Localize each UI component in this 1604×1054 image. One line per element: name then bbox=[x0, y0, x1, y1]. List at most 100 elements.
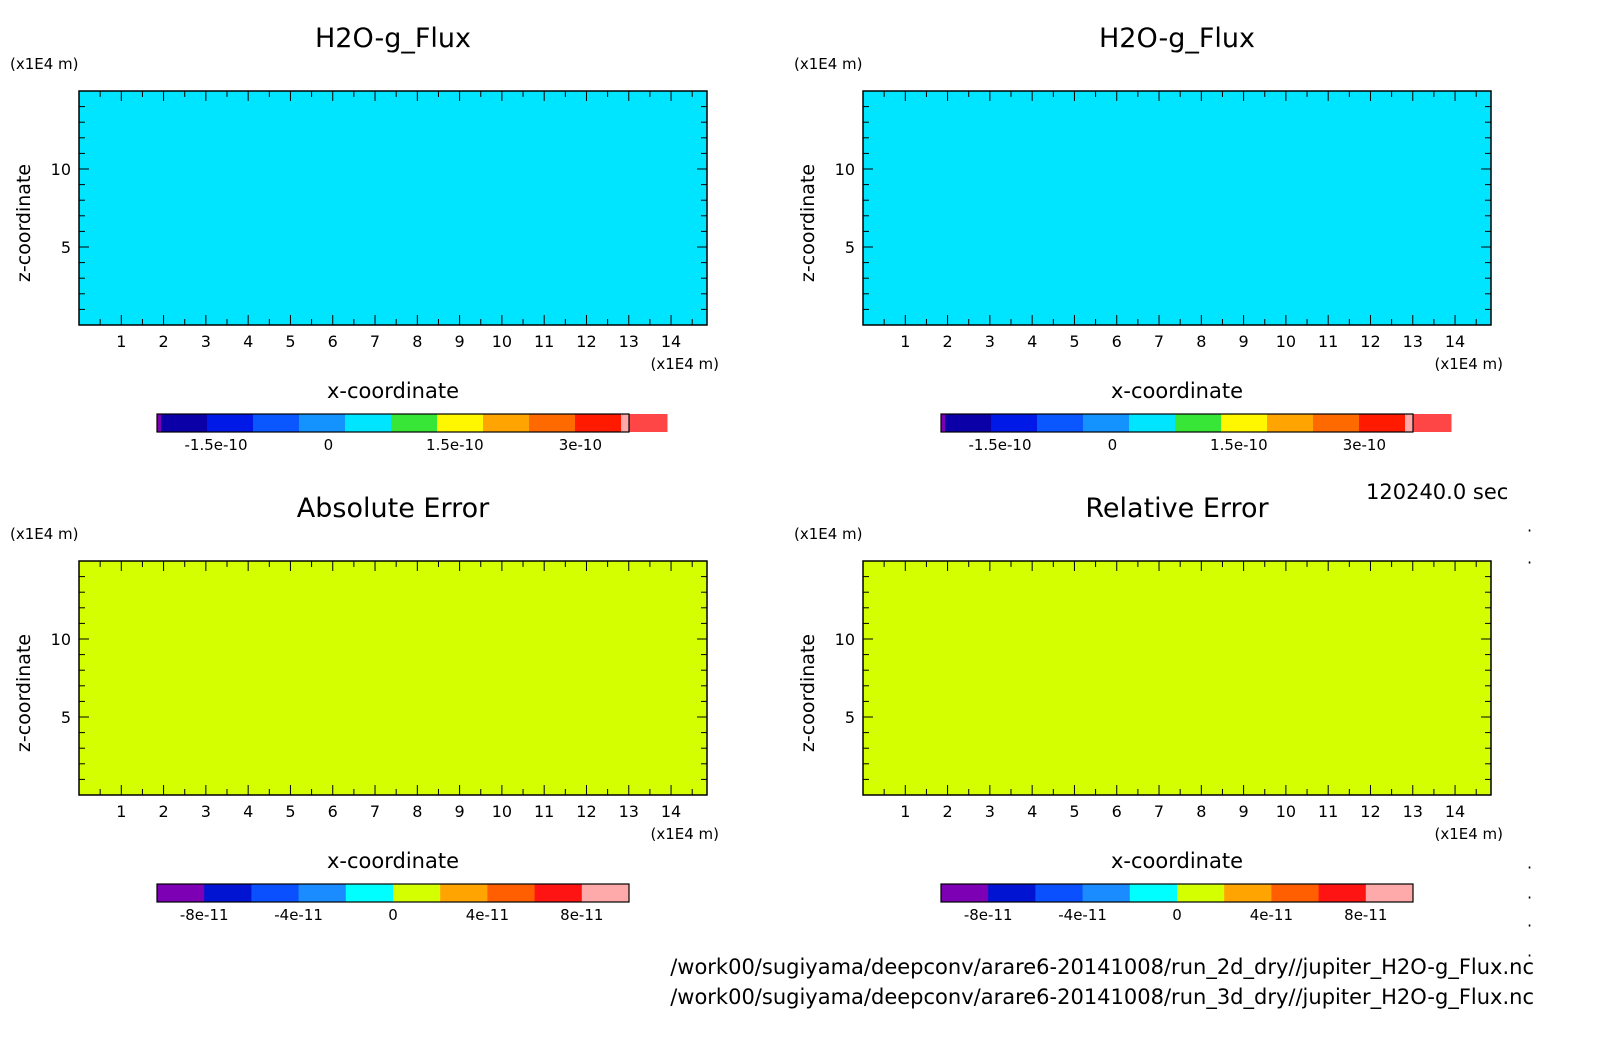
x-unit-label: (x1E4 m) bbox=[1434, 355, 1503, 373]
plot-frame bbox=[78, 90, 708, 326]
colorbar-segment bbox=[157, 884, 205, 902]
colorbar-segment bbox=[1224, 884, 1272, 902]
colorbar-tick-label: 1.5e-10 bbox=[426, 436, 484, 454]
colorbar-segment bbox=[1129, 884, 1178, 902]
x-tick-label: 10 bbox=[492, 332, 512, 351]
x-tick-label: 14 bbox=[661, 332, 681, 351]
heatmap-field bbox=[79, 561, 707, 795]
colorbar-tick-label: -1.5e-10 bbox=[969, 436, 1032, 454]
x-tick-label: 13 bbox=[1403, 802, 1423, 821]
colorbar-segment bbox=[1405, 414, 1452, 432]
colorbar-segment bbox=[391, 414, 438, 432]
x-tick-label: 6 bbox=[328, 802, 338, 821]
chart-title: H2O-g_Flux bbox=[1099, 23, 1255, 54]
chart-title: Absolute Error bbox=[297, 493, 490, 524]
colorbar-segment bbox=[621, 414, 629, 432]
colorbar-segment bbox=[945, 414, 992, 432]
y-axis-label: z-coordinate bbox=[13, 634, 35, 752]
x-tick-label: 11 bbox=[1318, 332, 1338, 351]
colorbar-segment bbox=[1271, 884, 1320, 902]
y-tick-label: 5 bbox=[845, 708, 855, 727]
x-tick-label: 10 bbox=[1276, 332, 1296, 351]
colorbar-segment bbox=[1405, 414, 1413, 432]
x-tick-label: 12 bbox=[1360, 802, 1380, 821]
chart-title: H2O-g_Flux bbox=[315, 23, 471, 54]
x-tick-label: 8 bbox=[412, 802, 422, 821]
x-tick-label: 7 bbox=[370, 802, 380, 821]
x-tick-label: 2 bbox=[942, 332, 952, 351]
colorbar-segment bbox=[298, 884, 347, 902]
colorbar-tick-label: 0 bbox=[1108, 436, 1118, 454]
y-axis-label: z-coordinate bbox=[13, 164, 35, 282]
colorbar-frame bbox=[156, 883, 630, 903]
y-tick-label: 5 bbox=[61, 238, 71, 257]
colorbar-segment bbox=[204, 884, 252, 902]
x-tick-label: 1 bbox=[900, 332, 910, 351]
colorbar-tick-label: 4e-11 bbox=[466, 906, 509, 924]
x-tick-label: 8 bbox=[1196, 332, 1206, 351]
decorative-dots: · bbox=[1527, 916, 1533, 935]
x-unit-label: (x1E4 m) bbox=[650, 355, 719, 373]
colorbar-segment bbox=[1083, 414, 1130, 432]
x-tick-label: 3 bbox=[201, 802, 211, 821]
colorbar-segment bbox=[529, 414, 576, 432]
colorbar-segment bbox=[1082, 884, 1131, 902]
x-tick-label: 1 bbox=[116, 332, 126, 351]
y-tick-label: 5 bbox=[845, 238, 855, 257]
heatmap-field bbox=[863, 91, 1491, 325]
x-axis-label: x-coordinate bbox=[1111, 379, 1243, 403]
file-path-2: /work00/sugiyama/deepconv/arare6-2014100… bbox=[670, 985, 1534, 1009]
plot-frame bbox=[862, 560, 1492, 796]
x-tick-label: 13 bbox=[619, 332, 639, 351]
colorbar-segment bbox=[487, 884, 536, 902]
y-axis-label: z-coordinate bbox=[797, 164, 819, 282]
colorbar-tick-label: 8e-11 bbox=[1344, 906, 1387, 924]
colorbar-frame bbox=[156, 413, 630, 433]
colorbar-segment bbox=[253, 414, 300, 432]
colorbar-segment bbox=[483, 414, 530, 432]
colorbar-segment bbox=[1035, 884, 1084, 902]
y-tick-label: 10 bbox=[51, 630, 71, 649]
x-tick-label: 7 bbox=[1154, 802, 1164, 821]
colorbar-segment bbox=[941, 414, 945, 432]
x-tick-label: 9 bbox=[455, 802, 465, 821]
x-axis-label: x-coordinate bbox=[327, 849, 459, 873]
x-tick-label: 8 bbox=[412, 332, 422, 351]
decorative-dots: · bbox=[1527, 553, 1533, 572]
chart-panel-2: H2O-g_Flux(x1E4 m)1 2 3 4 5 6 7 8 9 10 11 12 13 14510… bbox=[794, 23, 1503, 454]
y-unit-label: (x1E4 m) bbox=[794, 525, 863, 543]
colorbar-tick-label: 8e-11 bbox=[560, 906, 603, 924]
x-tick-label: 2 bbox=[158, 332, 168, 351]
file-path-1: /work00/sugiyama/deepconv/arare6-2014100… bbox=[670, 955, 1534, 979]
chart-panel-4: Relative Error(x1E4 m)1 2 3 4 5 6 7 8 9 10 11 12 13 1… bbox=[794, 493, 1503, 924]
heatmap-field bbox=[863, 561, 1491, 795]
colorbar-tick-label: 1.5e-10 bbox=[1210, 436, 1268, 454]
y-unit-label: (x1E4 m) bbox=[10, 55, 79, 73]
decorative-dots: · bbox=[1527, 521, 1533, 540]
colorbar-segment bbox=[1037, 414, 1084, 432]
x-tick-label: 11 bbox=[534, 332, 554, 351]
y-tick-label: 10 bbox=[835, 160, 855, 179]
colorbar-segment bbox=[440, 884, 488, 902]
x-tick-label: 5 bbox=[1069, 802, 1079, 821]
x-tick-label: 3 bbox=[201, 332, 211, 351]
x-axis-label: x-coordinate bbox=[1111, 849, 1243, 873]
x-tick-label: 8 bbox=[1196, 802, 1206, 821]
colorbar-segment bbox=[1365, 884, 1414, 902]
colorbar-segment bbox=[437, 414, 484, 432]
x-tick-label: 9 bbox=[455, 332, 465, 351]
time-label: 120240.0 sec bbox=[1366, 480, 1509, 504]
x-axis-label: x-coordinate bbox=[327, 379, 459, 403]
x-tick-label: 6 bbox=[1112, 802, 1122, 821]
x-tick-label: 9 bbox=[1239, 802, 1249, 821]
colorbar-segment bbox=[988, 884, 1036, 902]
x-tick-label: 10 bbox=[1276, 802, 1296, 821]
colorbar-segment bbox=[534, 884, 583, 902]
decorative-dots: · bbox=[1527, 858, 1533, 877]
x-tick-label: 14 bbox=[1445, 802, 1465, 821]
colorbar-segment bbox=[393, 884, 441, 902]
colorbar-segment bbox=[1175, 414, 1222, 432]
x-tick-label: 7 bbox=[370, 332, 380, 351]
chart-panel-3: Absolute Error(x1E4 m)1 2 3 4 5 6 7 8 9 10 11 12 13 1… bbox=[10, 493, 719, 924]
decorative-dots: · bbox=[1527, 946, 1533, 965]
